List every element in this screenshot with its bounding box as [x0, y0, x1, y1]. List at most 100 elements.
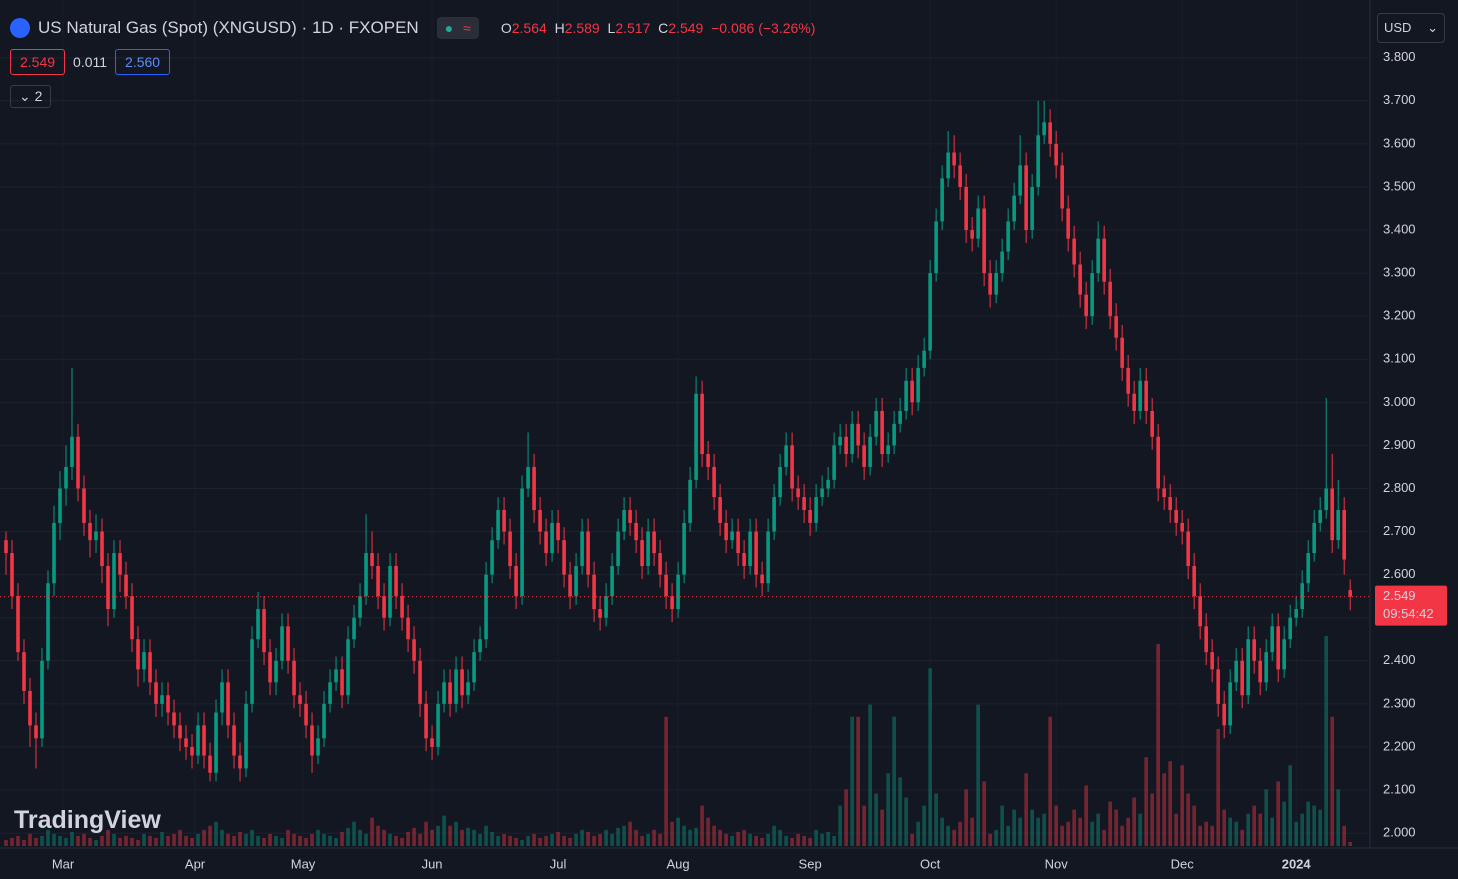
candle-body — [94, 531, 98, 541]
volume-bar — [430, 829, 434, 846]
volume-bar — [64, 837, 68, 846]
candle-body — [1018, 165, 1022, 196]
volume-bar — [508, 835, 512, 846]
volume-bar — [346, 827, 350, 846]
candle-body — [658, 553, 662, 575]
volume-bar — [496, 835, 500, 846]
candle-body — [28, 690, 32, 726]
volume-bar — [1252, 805, 1256, 846]
volume-bar — [1162, 773, 1166, 846]
volume-bar — [82, 833, 86, 846]
volume-bar — [658, 833, 662, 846]
indicator-toggle[interactable]: ⌄ 2 — [10, 85, 52, 108]
header: US Natural Gas (Spot) (XNGUSD) · 1D · FX… — [10, 16, 815, 40]
candle-body — [640, 540, 644, 567]
volume-bar — [238, 831, 242, 846]
candle-body — [178, 725, 182, 739]
status-dot: ● — [444, 20, 454, 36]
volume-bar — [1000, 805, 1004, 846]
volume-bar — [142, 833, 146, 846]
x-tick-label: Nov — [1045, 856, 1069, 871]
volume-bar — [268, 833, 272, 846]
volume-bar — [868, 704, 872, 846]
volume-bar — [160, 831, 164, 846]
volume-bar — [256, 835, 260, 846]
candle-body — [442, 682, 446, 704]
volume-bar — [796, 833, 800, 846]
volume-bar — [166, 835, 170, 846]
volume-bar — [1246, 813, 1250, 846]
volume-bar — [364, 833, 368, 846]
volume-bar — [40, 835, 44, 846]
volume-bar — [946, 825, 950, 846]
trade-row: 2.549 0.011 2.560 — [10, 49, 171, 75]
candle-body — [202, 725, 206, 756]
volume-bar — [826, 831, 830, 846]
candle-body — [862, 445, 866, 467]
candle-body — [148, 652, 152, 683]
volume-bar — [1198, 825, 1202, 846]
volume-bar — [598, 833, 602, 846]
candle-body — [928, 273, 932, 351]
volume-bar — [1108, 801, 1112, 846]
volume-bar — [754, 835, 758, 846]
volume-bar — [886, 773, 890, 846]
y-tick-label: 3.700 — [1383, 92, 1416, 107]
candle-body — [448, 682, 452, 704]
volume-bar — [820, 833, 824, 846]
ask-button[interactable]: 2.560 — [115, 49, 171, 75]
candle-body — [754, 531, 758, 575]
volume-bar — [628, 821, 632, 846]
volume-bar — [586, 831, 590, 846]
last-price-label: 2.549 — [1383, 588, 1416, 603]
volume-bar — [1312, 805, 1316, 846]
candle-body — [580, 531, 584, 567]
volume-bar — [172, 833, 176, 846]
candle-body — [496, 510, 500, 541]
candle-body — [334, 669, 338, 683]
y-tick-label: 2.000 — [1383, 825, 1416, 840]
candle-body — [232, 725, 236, 756]
x-tick-label: 2024 — [1282, 856, 1312, 871]
bid-button[interactable]: 2.549 — [10, 49, 66, 75]
volume-bar — [4, 839, 8, 846]
candle-body — [646, 531, 650, 567]
symbol-title[interactable]: US Natural Gas (Spot) (XNGUSD) · 1D · FX… — [38, 18, 419, 37]
candle-body — [280, 626, 284, 661]
candle-body — [742, 553, 746, 567]
volume-bar — [334, 837, 338, 846]
candle-body — [1342, 510, 1346, 560]
volume-bar — [154, 837, 158, 846]
candle-body — [382, 596, 386, 618]
candle-body — [154, 682, 158, 704]
candle-body — [1252, 639, 1256, 661]
volume-bar — [34, 837, 38, 846]
volume-bar — [424, 821, 428, 846]
volume-bar — [772, 825, 776, 846]
currency: USD — [1384, 20, 1412, 35]
volume-bar — [280, 837, 284, 846]
candle-body — [598, 609, 602, 618]
candle-body — [118, 553, 122, 575]
candle-body — [706, 454, 710, 467]
candle-body — [778, 466, 782, 498]
candle-body — [292, 660, 296, 696]
candle-body — [1288, 617, 1292, 640]
volume-bar — [700, 805, 704, 846]
candle-body — [430, 738, 434, 747]
volume-bar — [382, 829, 386, 846]
volume-bar — [544, 835, 548, 846]
candle-body — [1084, 294, 1088, 317]
status-badge[interactable]: ● ≈ — [436, 17, 479, 39]
volume-bar — [118, 837, 122, 846]
candle-body — [184, 738, 188, 747]
volume-bar — [310, 833, 314, 846]
candle-body — [418, 660, 422, 704]
candle-body — [1156, 436, 1160, 489]
currency-select[interactable]: USD ⌄ — [1377, 13, 1445, 43]
volume-bar — [322, 833, 326, 846]
volume-bar — [718, 829, 722, 846]
candle-body — [1168, 497, 1172, 511]
candle-body — [922, 350, 926, 368]
